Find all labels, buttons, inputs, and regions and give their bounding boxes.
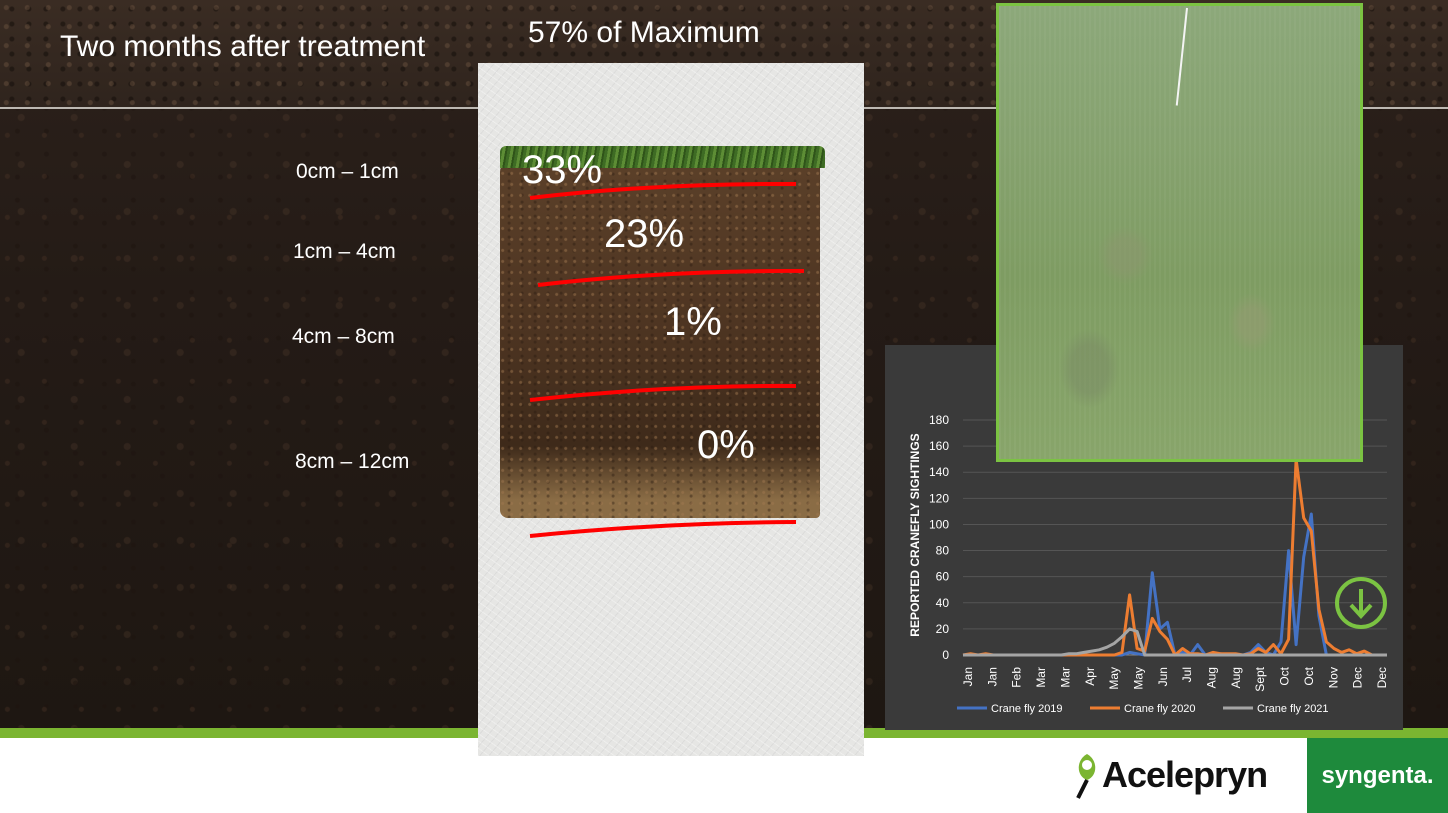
depth-label-1-4: 1cm – 4cm: [293, 240, 396, 263]
series-line-3: [963, 627, 1387, 657]
depth-divider-lines: [529, 181, 805, 538]
soil-core: [500, 158, 820, 518]
down-arrow-circle-icon: [1335, 577, 1387, 629]
y-tick-label: 140: [929, 465, 949, 479]
divider-line-4: [529, 520, 797, 538]
max-label: 57% of Maximum: [528, 16, 760, 49]
x-tick-label: Feb: [1010, 667, 1024, 688]
divider-line-2: [537, 268, 805, 287]
legend-entry: Crane fly 2020: [1124, 703, 1196, 715]
series-line-2: [962, 457, 1387, 657]
x-tick-label: Jan: [961, 667, 975, 686]
turf-layer: [500, 146, 825, 168]
legend-entry: Crane fly 2019: [991, 703, 1063, 715]
y-tick-label: 100: [929, 517, 949, 531]
y-tick-label: 120: [929, 491, 949, 505]
x-tick-label: Dec: [1375, 667, 1389, 688]
y-tick-label: 60: [936, 570, 950, 584]
depth-label-4-8: 4cm – 8cm: [292, 325, 395, 348]
depth-label-8-12: 8cm – 12cm: [295, 450, 410, 473]
x-tick-label: Sept: [1253, 666, 1267, 691]
divider-line-3: [529, 383, 797, 402]
product-logo: Acelepryn: [1072, 750, 1268, 800]
x-tick-label: May: [1107, 667, 1121, 690]
slide-title: Two months after treatment: [60, 30, 426, 63]
x-tick-label: Jan: [985, 667, 999, 686]
x-tick-label: Apr: [1083, 667, 1097, 686]
legend-entry: Crane fly 2021: [1257, 703, 1329, 715]
x-tick-label: Oct: [1278, 666, 1292, 685]
x-tick-label: Oct: [1302, 666, 1316, 685]
y-tick-label: 80: [936, 544, 950, 558]
y-tick-label: 20: [936, 622, 950, 636]
x-tick-label: Jul: [1180, 667, 1194, 682]
product-name: Acelepryn: [1102, 754, 1268, 795]
leaf-icon: [1076, 754, 1096, 799]
company-logo: syngenta.: [1307, 738, 1448, 813]
divider-line-1: [529, 181, 797, 200]
x-tick-label: Jun: [1156, 667, 1170, 686]
y-tick-label: 0: [942, 648, 949, 662]
x-tick-label: Nov: [1326, 667, 1340, 688]
x-tick-label: Aug: [1205, 667, 1219, 688]
chart-y-axis-label: REPORTED CRANEFLY SIGHTINGS: [908, 433, 922, 636]
x-tick-label: Mar: [1034, 667, 1048, 688]
percentage-layer-4: 0%: [697, 423, 755, 467]
x-tick-label: Mar: [1058, 667, 1072, 688]
x-tick-label: May: [1131, 667, 1145, 690]
depth-label-0-1: 0cm – 1cm: [296, 160, 399, 183]
company-name: syngenta.: [1321, 761, 1434, 789]
y-tick-label: 180: [929, 413, 949, 427]
percentage-layer-3: 1%: [664, 300, 722, 344]
percentage-layer-1: 33%: [522, 148, 603, 192]
x-tick-label: Aug: [1229, 667, 1243, 688]
y-tick-label: 160: [929, 439, 949, 453]
percentage-layer-2: 23%: [604, 212, 685, 256]
y-tick-label: 40: [936, 596, 950, 610]
x-tick-label: Dec: [1351, 667, 1365, 688]
